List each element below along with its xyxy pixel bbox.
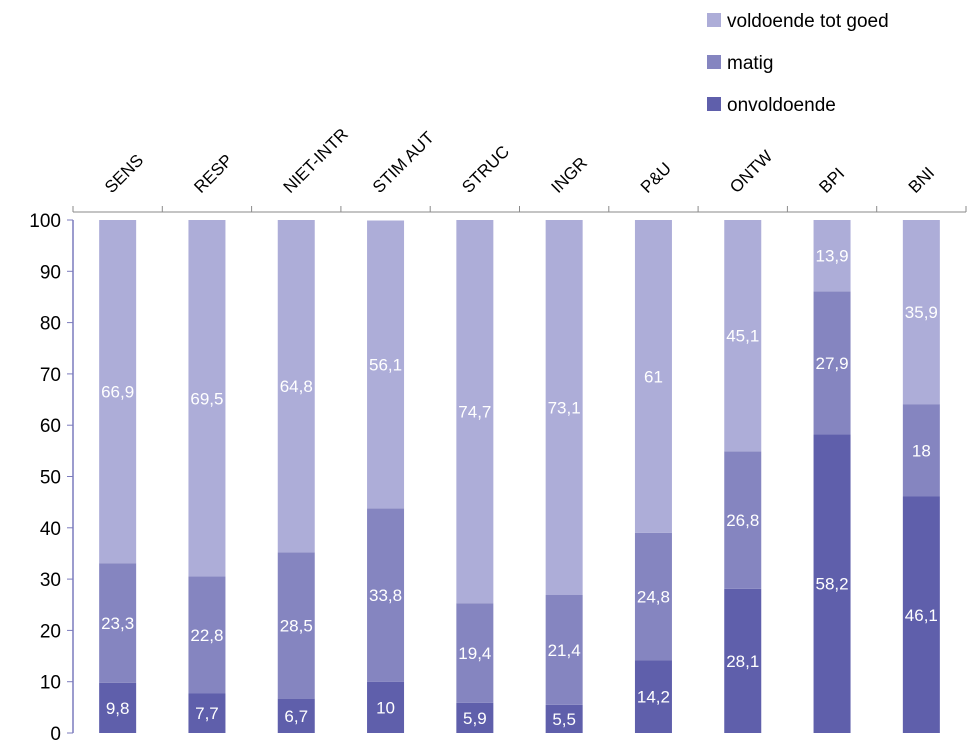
data-label: 14,2 [637,688,670,707]
y-tick-label: 80 [40,314,61,335]
data-label: 66,9 [101,383,134,402]
data-label: 73,1 [548,399,581,418]
bar-voldoende-tot-goed [277,220,315,553]
bar-matig [545,595,583,705]
bar-onvoldoende [902,496,940,733]
data-label: 33,8 [369,586,402,605]
bars [99,220,940,733]
data-label: 24,8 [637,588,670,607]
category-label: STRUC [458,142,513,197]
axes: 0 10 20 30 40 50 60 70 80 90 100 [29,206,967,743]
y-tick-label: 10 [40,673,61,694]
data-label: 69,5 [190,389,223,408]
bar-voldoende-tot-goed [99,220,137,564]
bar-matig [813,291,851,435]
data-label: 21,4 [548,641,581,660]
data-label: 58,2 [816,575,849,594]
bar-voldoende-tot-goed [724,220,762,452]
bar-matig [99,563,137,683]
data-label: 5,9 [463,709,487,728]
category-label: INGR [548,153,591,196]
data-label: 7,7 [195,704,219,723]
y-tick-label: 100 [29,211,61,232]
data-label: 28,5 [280,617,313,636]
data-label: 64,8 [280,377,313,396]
data-label: 9,8 [106,699,130,718]
category-labels: SENS RESP NIET-INTR STIM AUT STRUC INGR P&U ONT… [101,125,938,197]
data-label: 35,9 [905,303,938,322]
legend-swatch [707,97,721,111]
legend-label: onvoldoende [727,95,836,116]
y-tick-label: 0 [50,724,61,743]
data-label: 18 [912,441,931,460]
bar-matig [456,603,494,703]
data-label: 61 [644,367,663,386]
y-tick-label: 50 [40,468,61,489]
bar-onvoldoende [634,660,672,733]
legend-label: matig [727,53,773,74]
bar-onvoldoende [456,702,494,733]
bar-voldoende-tot-goed [367,220,405,509]
category-label: BPI [815,164,848,197]
bar-matig [634,532,672,661]
bar-onvoldoende [367,681,405,733]
data-label: 22,8 [190,626,223,645]
bar-voldoende-tot-goed [456,220,494,604]
data-label: 6,7 [284,707,308,726]
data-label: 13,9 [816,247,849,266]
category-label: NIET-INTR [280,125,352,197]
bar-voldoende-tot-goed [634,220,672,533]
y-tick-label: 70 [40,365,61,386]
bar-voldoende-tot-goed [188,220,226,577]
data-labels: 9,8 23,3 66,9 7,7 22,8 69,5 6,7 28,5 64,8 10 33,8 5… [101,247,938,729]
bar-voldoende-tot-goed [902,220,940,405]
bar-matig [277,552,315,699]
y-tick-label: 90 [40,262,61,283]
data-label: 5,5 [552,710,576,729]
category-label: P&U [637,159,675,197]
data-label: 23,3 [101,614,134,633]
data-label: 56,1 [369,355,402,374]
data-label: 74,7 [458,403,491,422]
category-label: ONTW [726,147,776,197]
bar-onvoldoende [99,682,137,733]
legend-swatch [707,55,721,69]
legend: voldoende tot goed matig onvoldoende [707,11,889,116]
data-label: 10 [376,698,395,717]
legend-label: voldoende tot goed [727,11,889,32]
bar-voldoende-tot-goed [545,220,583,596]
data-label: 26,8 [726,511,759,530]
legend-swatch [707,13,721,27]
category-label: SENS [101,151,147,197]
category-label: STIM AUT [369,128,438,197]
bar-voldoende-tot-goed [813,220,851,292]
category-label: BNI [905,163,938,196]
y-tick-label: 30 [40,570,61,591]
category-label: RESP [190,151,236,197]
bar-onvoldoende [724,588,762,733]
bar-matig [367,508,405,682]
bar-onvoldoende [277,698,315,733]
bar-onvoldoende [188,693,226,733]
bar-matig [902,404,940,497]
data-label: 27,9 [816,354,849,373]
data-label: 45,1 [726,327,759,346]
data-label: 19,4 [458,644,491,663]
bar-onvoldoende [545,704,583,733]
bar-matig [188,576,226,694]
data-label: 28,1 [726,652,759,671]
bar-onvoldoende [813,434,851,733]
y-tick-label: 40 [40,519,61,540]
data-label: 46,1 [905,606,938,625]
y-tick-label: 60 [40,416,61,437]
bar-matig [724,451,762,589]
y-tick-label: 20 [40,621,61,642]
